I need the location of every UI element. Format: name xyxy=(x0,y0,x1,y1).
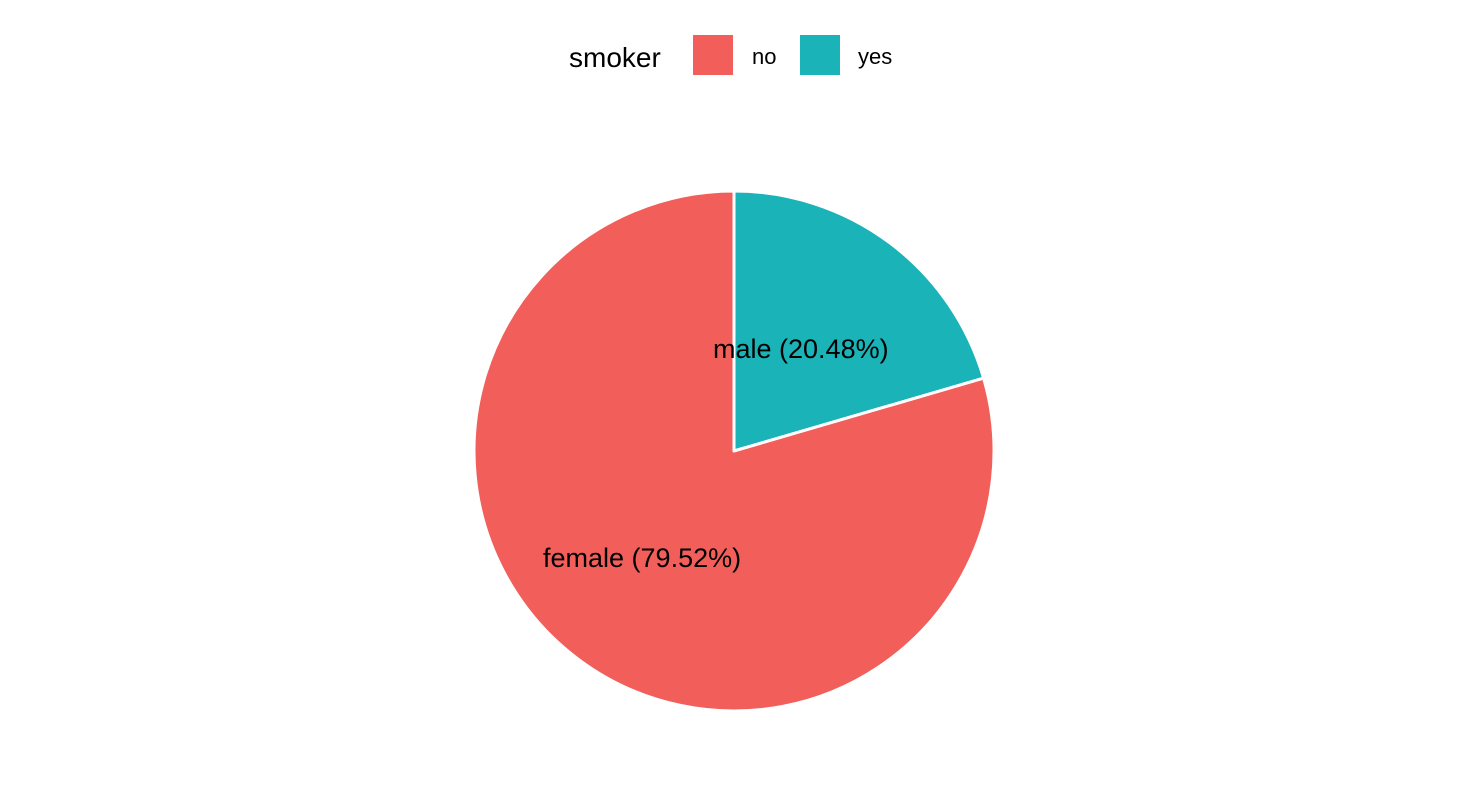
slice-labels: male (20.48%) female (79.52%) xyxy=(543,334,889,573)
slice-label-male: male (20.48%) xyxy=(713,334,889,364)
legend-label-no: no xyxy=(752,44,776,69)
legend-swatch-no xyxy=(693,35,733,75)
pie-slice-female xyxy=(472,189,996,713)
legend-title: smoker xyxy=(569,42,661,73)
pie-slices xyxy=(472,189,996,713)
legend-swatch-yes xyxy=(800,35,840,75)
legend: smoker no yes xyxy=(569,35,892,75)
legend-label-yes: yes xyxy=(858,44,892,69)
pie-slice-male xyxy=(732,189,986,453)
slice-label-female: female (79.52%) xyxy=(543,543,741,573)
